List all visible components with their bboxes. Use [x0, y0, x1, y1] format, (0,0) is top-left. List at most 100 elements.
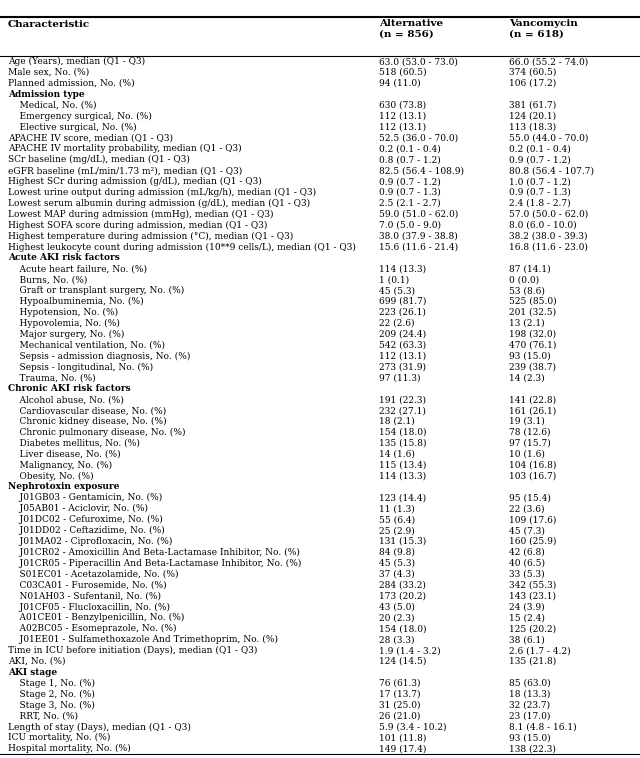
Text: J01CR05 - Piperacillin And Beta-Lactamase Inhibitor, No. (%): J01CR05 - Piperacillin And Beta-Lactamas… [8, 559, 301, 568]
Text: J01CF05 - Flucloxacillin, No. (%): J01CF05 - Flucloxacillin, No. (%) [8, 603, 170, 612]
Text: Obesity, No. (%): Obesity, No. (%) [8, 471, 93, 481]
Text: Hypoalbuminemia, No. (%): Hypoalbuminemia, No. (%) [8, 297, 143, 306]
Text: 8.1 (4.8 - 16.1): 8.1 (4.8 - 16.1) [509, 722, 577, 731]
Text: J01EE01 - Sulfamethoxazole And Trimethoprim, No. (%): J01EE01 - Sulfamethoxazole And Trimethop… [8, 635, 278, 644]
Text: 191 (22.3): 191 (22.3) [379, 395, 426, 404]
Text: Elective surgical, No. (%): Elective surgical, No. (%) [8, 123, 136, 132]
Text: 525 (85.0): 525 (85.0) [509, 297, 557, 306]
Text: A02BC05 - Esomeprazole, No. (%): A02BC05 - Esomeprazole, No. (%) [8, 624, 176, 634]
Text: A01CE01 - Benzylpenicillin, No. (%): A01CE01 - Benzylpenicillin, No. (%) [8, 613, 184, 622]
Text: 31 (25.0): 31 (25.0) [379, 700, 420, 709]
Text: 22 (3.6): 22 (3.6) [509, 504, 545, 513]
Text: Nephrotoxin exposure: Nephrotoxin exposure [8, 482, 119, 491]
Text: SCr baseline (mg/dL), median (Q1 - Q3): SCr baseline (mg/dL), median (Q1 - Q3) [8, 155, 189, 164]
Text: Chronic kidney disease, No. (%): Chronic kidney disease, No. (%) [8, 417, 166, 426]
Text: 135 (21.8): 135 (21.8) [509, 657, 557, 666]
Text: 95 (15.4): 95 (15.4) [509, 493, 551, 503]
Text: Characteristic: Characteristic [8, 20, 90, 29]
Text: Major surgery, No. (%): Major surgery, No. (%) [8, 330, 124, 339]
Text: 381 (61.7): 381 (61.7) [509, 101, 557, 110]
Text: 52.5 (36.0 - 70.0): 52.5 (36.0 - 70.0) [379, 133, 458, 143]
Text: 114 (13.3): 114 (13.3) [379, 471, 426, 481]
Text: 66.0 (55.2 - 74.0): 66.0 (55.2 - 74.0) [509, 57, 589, 66]
Text: 699 (81.7): 699 (81.7) [379, 297, 426, 306]
Text: 25 (2.9): 25 (2.9) [379, 526, 415, 535]
Text: Hypotension, No. (%): Hypotension, No. (%) [8, 308, 118, 317]
Text: Admission type: Admission type [8, 89, 84, 99]
Text: Hospital mortality, No. (%): Hospital mortality, No. (%) [8, 744, 131, 753]
Text: 106 (17.2): 106 (17.2) [509, 79, 557, 88]
Text: 125 (20.2): 125 (20.2) [509, 625, 557, 633]
Text: 104 (16.8): 104 (16.8) [509, 461, 557, 470]
Text: 0.9 (0.7 - 1.3): 0.9 (0.7 - 1.3) [379, 188, 440, 197]
Text: 93 (15.0): 93 (15.0) [509, 733, 551, 742]
Text: Sepsis - admission diagnosis, No. (%): Sepsis - admission diagnosis, No. (%) [8, 352, 190, 361]
Text: N01AH03 - Sufentanil, No. (%): N01AH03 - Sufentanil, No. (%) [8, 591, 161, 600]
Text: 57.0 (50.0 - 62.0): 57.0 (50.0 - 62.0) [509, 210, 589, 219]
Text: 55 (6.4): 55 (6.4) [379, 515, 415, 525]
Text: 22 (2.6): 22 (2.6) [379, 319, 414, 328]
Text: Graft or transplant surgery, No. (%): Graft or transplant surgery, No. (%) [8, 286, 184, 295]
Text: eGFR baseline (mL/min/1.73 m²), median (Q1 - Q3): eGFR baseline (mL/min/1.73 m²), median (… [8, 166, 242, 175]
Text: 13 (2.1): 13 (2.1) [509, 319, 545, 328]
Text: 138 (22.3): 138 (22.3) [509, 744, 556, 753]
Text: Chronic pulmonary disease, No. (%): Chronic pulmonary disease, No. (%) [8, 428, 185, 437]
Text: 17 (13.7): 17 (13.7) [379, 690, 420, 699]
Text: 123 (14.4): 123 (14.4) [379, 493, 426, 503]
Text: 18 (13.3): 18 (13.3) [509, 690, 551, 699]
Text: 0.9 (0.7 - 1.3): 0.9 (0.7 - 1.3) [509, 188, 571, 197]
Text: 87 (14.1): 87 (14.1) [509, 265, 551, 274]
Text: Chronic AKI risk factors: Chronic AKI risk factors [8, 384, 131, 393]
Text: Stage 1, No. (%): Stage 1, No. (%) [8, 678, 95, 688]
Text: 80.8 (56.4 - 107.7): 80.8 (56.4 - 107.7) [509, 166, 595, 175]
Text: J01GB03 - Gentamicin, No. (%): J01GB03 - Gentamicin, No. (%) [8, 493, 162, 503]
Text: 38.2 (38.0 - 39.3): 38.2 (38.0 - 39.3) [509, 232, 588, 240]
Text: 28 (3.3): 28 (3.3) [379, 635, 414, 644]
Text: 23 (17.0): 23 (17.0) [509, 712, 551, 721]
Text: 101 (11.8): 101 (11.8) [379, 733, 426, 742]
Text: 11 (1.3): 11 (1.3) [379, 504, 415, 513]
Text: 161 (26.1): 161 (26.1) [509, 406, 557, 415]
Text: 78 (12.6): 78 (12.6) [509, 428, 551, 437]
Text: 63.0 (53.0 - 73.0): 63.0 (53.0 - 73.0) [379, 57, 458, 66]
Text: RRT, No. (%): RRT, No. (%) [8, 712, 77, 721]
Text: 518 (60.5): 518 (60.5) [379, 68, 426, 77]
Text: 232 (27.1): 232 (27.1) [379, 406, 426, 415]
Text: 374 (60.5): 374 (60.5) [509, 68, 557, 77]
Text: Trauma, No. (%): Trauma, No. (%) [8, 374, 95, 382]
Text: Diabetes mellitus, No. (%): Diabetes mellitus, No. (%) [8, 439, 140, 448]
Text: Cardiovascular disease, No. (%): Cardiovascular disease, No. (%) [8, 406, 166, 415]
Text: 0.9 (0.7 - 1.2): 0.9 (0.7 - 1.2) [509, 155, 571, 164]
Text: 20 (2.3): 20 (2.3) [379, 613, 414, 622]
Text: 131 (15.3): 131 (15.3) [379, 537, 426, 546]
Text: 93 (15.0): 93 (15.0) [509, 352, 551, 361]
Text: Male sex, No. (%): Male sex, No. (%) [8, 68, 89, 77]
Text: 10 (1.6): 10 (1.6) [509, 449, 545, 459]
Text: 141 (22.8): 141 (22.8) [509, 395, 557, 404]
Text: 24 (3.9): 24 (3.9) [509, 603, 545, 612]
Text: 0.8 (0.7 - 1.2): 0.8 (0.7 - 1.2) [379, 155, 440, 164]
Text: 45 (5.3): 45 (5.3) [379, 286, 415, 295]
Text: Highest SCr during admission (g/dL), median (Q1 - Q3): Highest SCr during admission (g/dL), med… [8, 177, 261, 186]
Text: 8.0 (6.0 - 10.0): 8.0 (6.0 - 10.0) [509, 221, 577, 230]
Text: 124 (20.1): 124 (20.1) [509, 111, 557, 121]
Text: 160 (25.9): 160 (25.9) [509, 537, 557, 546]
Text: 37 (4.3): 37 (4.3) [379, 570, 415, 578]
Text: 38.0 (37.9 - 38.8): 38.0 (37.9 - 38.8) [379, 232, 458, 240]
Text: 112 (13.1): 112 (13.1) [379, 111, 426, 121]
Text: Vancomycin
(n = 618): Vancomycin (n = 618) [509, 19, 578, 39]
Text: 149 (17.4): 149 (17.4) [379, 744, 426, 753]
Text: Sepsis - longitudinal, No. (%): Sepsis - longitudinal, No. (%) [8, 362, 153, 371]
Text: 103 (16.7): 103 (16.7) [509, 471, 557, 481]
Text: 19 (3.1): 19 (3.1) [509, 417, 545, 426]
Text: 42 (6.8): 42 (6.8) [509, 548, 545, 557]
Text: Emergency surgical, No. (%): Emergency surgical, No. (%) [8, 111, 152, 121]
Text: 173 (20.2): 173 (20.2) [379, 591, 426, 600]
Text: 1.9 (1.4 - 3.2): 1.9 (1.4 - 3.2) [379, 646, 440, 655]
Text: 45 (5.3): 45 (5.3) [379, 559, 415, 568]
Text: 135 (15.8): 135 (15.8) [379, 439, 426, 448]
Text: Lowest serum albumin during admission (g/dL), median (Q1 - Q3): Lowest serum albumin during admission (g… [8, 199, 310, 208]
Text: 59.0 (51.0 - 62.0): 59.0 (51.0 - 62.0) [379, 210, 458, 219]
Text: 154 (18.0): 154 (18.0) [379, 428, 426, 437]
Text: 7.0 (5.0 - 9.0): 7.0 (5.0 - 9.0) [379, 221, 441, 230]
